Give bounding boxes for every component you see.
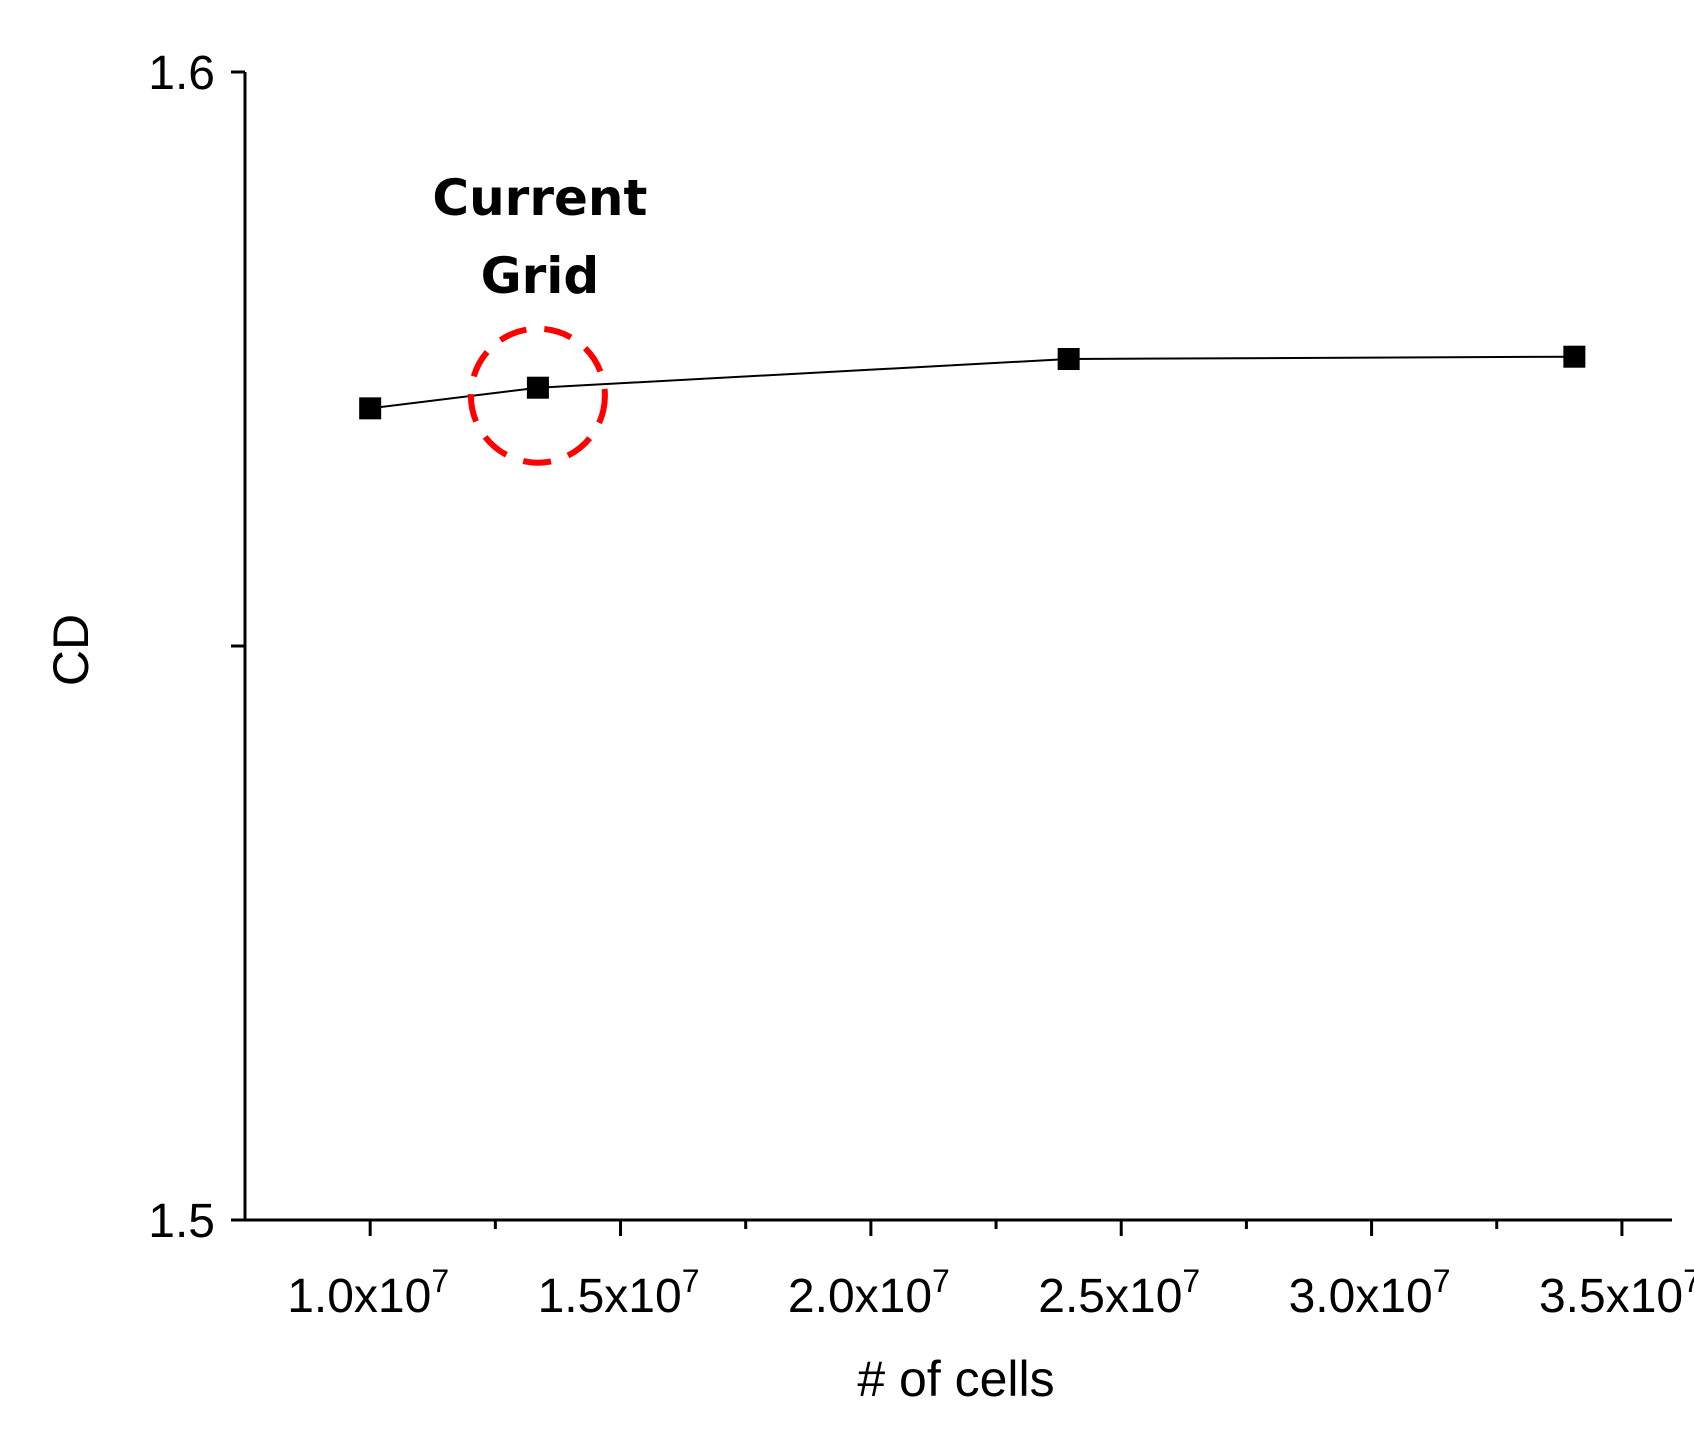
x-tick-exponent: 7	[1683, 1263, 1694, 1299]
x-tick-mantissa: 1.5x10	[538, 1270, 682, 1323]
data-point-marker	[359, 397, 382, 420]
y-axis-title: CD	[43, 614, 99, 686]
data-point-marker	[526, 376, 549, 399]
x-tick-label: 3.0x107	[1289, 1263, 1451, 1323]
axes	[243, 72, 1672, 1222]
x-tick-exponent: 7	[682, 1263, 700, 1299]
y-axis-ticks: 1.6 1.5	[148, 47, 245, 1248]
x-tick-mantissa: 3.5x10	[1539, 1270, 1683, 1323]
x-tick-label: 1.5x107	[538, 1263, 700, 1323]
x-tick-label: 1.0x107	[287, 1263, 449, 1323]
annotation-layer: Current Grid	[432, 169, 647, 466]
y-tick-label: 1.6	[148, 47, 215, 100]
annotation-label-line: Current	[432, 169, 647, 227]
x-tick-label: 2.5x107	[1038, 1263, 1200, 1323]
x-tick-exponent: 7	[1182, 1263, 1200, 1299]
series-layer	[359, 345, 1586, 420]
y-tick-label: 1.5	[148, 1195, 215, 1248]
annotation-label-line: Grid	[481, 247, 600, 305]
series-line	[370, 355, 1575, 410]
x-tick-label: 3.5x107	[1539, 1263, 1694, 1323]
x-tick-exponent: 7	[1433, 1263, 1451, 1299]
x-tick-mantissa: 2.0x10	[788, 1270, 932, 1323]
x-axis-title: # of cells	[857, 1351, 1054, 1407]
x-tick-exponent: 7	[431, 1263, 449, 1299]
data-point-marker	[1057, 348, 1080, 370]
x-tick-mantissa: 3.0x10	[1289, 1270, 1433, 1323]
current-grid-highlight-circle	[467, 325, 608, 466]
data-point-marker	[1563, 345, 1586, 368]
x-tick-mantissa: 1.0x10	[287, 1270, 431, 1323]
x-axis-ticks: 1.0x107 1.5x107 2.0x107 2.5x107 3.0x107 3.5x1…	[287, 1220, 1694, 1323]
x-tick-mantissa: 2.5x10	[1038, 1270, 1182, 1323]
x-tick-exponent: 7	[932, 1263, 950, 1299]
x-tick-label: 2.0x107	[788, 1263, 950, 1323]
